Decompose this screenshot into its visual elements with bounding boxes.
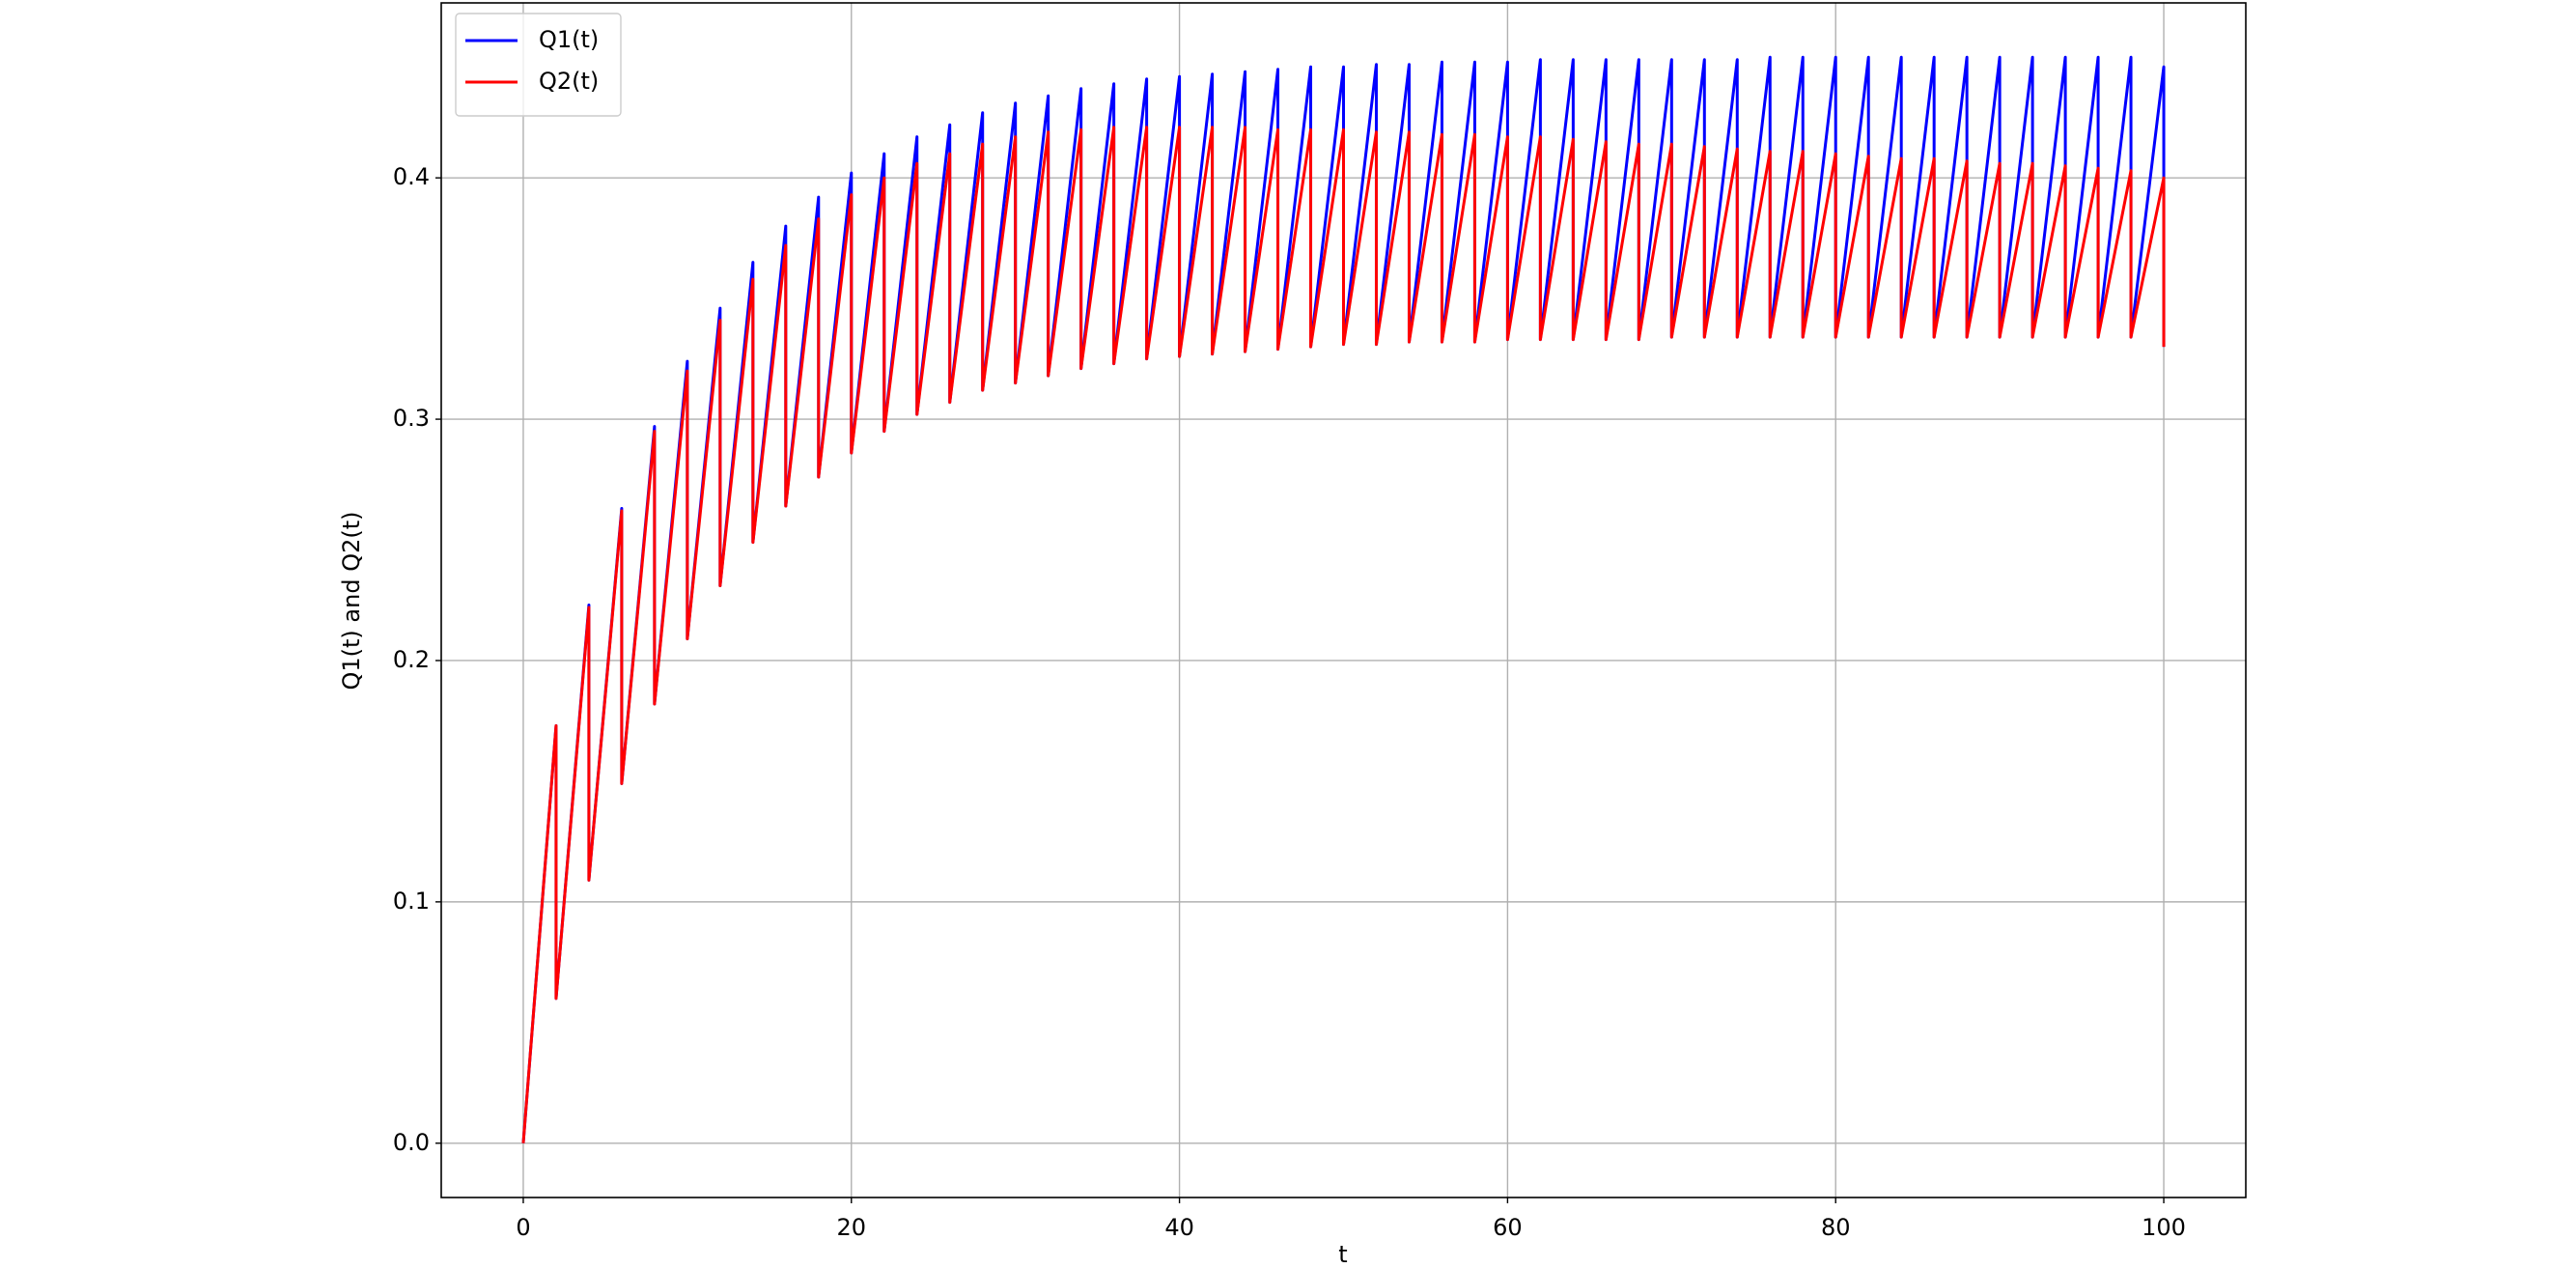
y-tick-label: 0.3 [393,405,430,432]
y-tick-label: 0.4 [393,163,430,190]
y-tick-label: 0.2 [393,646,430,673]
x-tick-label: 40 [1164,1214,1194,1241]
y-tick-label: 0.0 [393,1129,430,1156]
legend-label: Q2(t) [539,68,599,95]
y-axis-label: Q1(t) and Q2(t) [338,511,365,690]
x-tick-label: 0 [516,1214,530,1241]
x-tick-label: 100 [2142,1214,2186,1241]
x-tick-label: 60 [1493,1214,1523,1241]
x-tick-label: 80 [1821,1214,1851,1241]
x-tick-label: 20 [836,1214,866,1241]
x-axis-label: t [1338,1241,1347,1268]
legend-label: Q1(t) [539,26,599,53]
line-series [521,126,2166,1143]
y-tick-label: 0.1 [393,888,430,915]
plot-frame [440,2,2247,1198]
